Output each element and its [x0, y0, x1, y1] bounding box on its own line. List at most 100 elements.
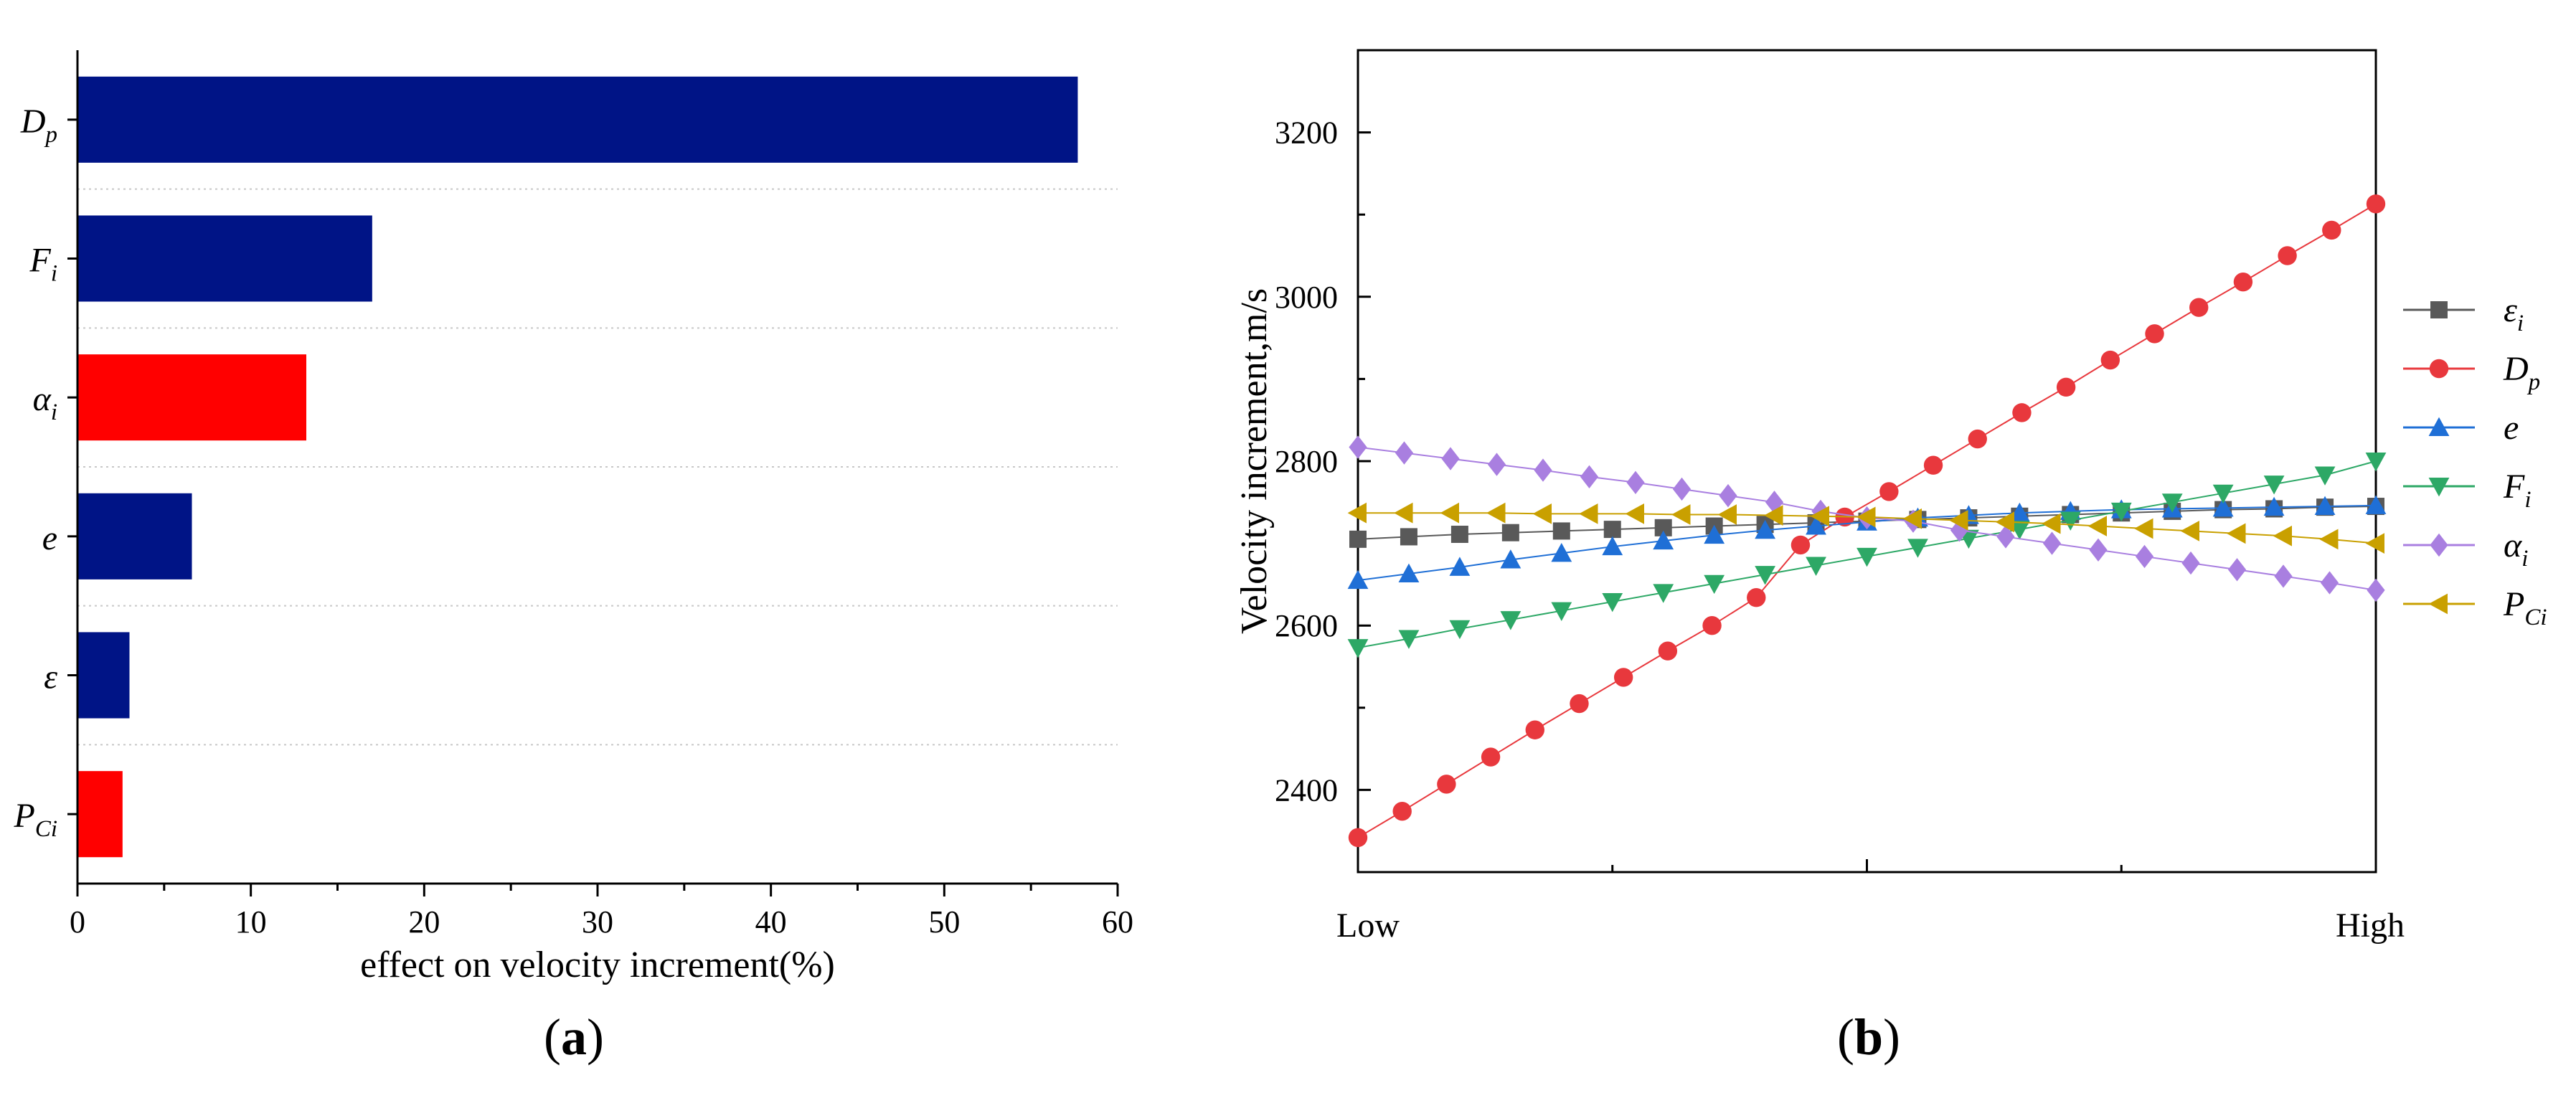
series [1348, 194, 2386, 848]
legend-marker [2429, 359, 2449, 379]
bar [77, 76, 1078, 163]
data-point [2180, 521, 2199, 541]
data-point [2145, 324, 2164, 344]
data-point [1902, 508, 1922, 529]
x-tick-label: 0 [70, 904, 85, 940]
y-tick-label: 3200 [1275, 115, 1338, 151]
data-point [1791, 535, 1811, 555]
bar [77, 493, 192, 579]
series [1347, 453, 2387, 658]
legend-label: Fi [2503, 468, 2532, 513]
data-point [1923, 455, 1943, 475]
data-point [1806, 557, 1826, 576]
data-point [1501, 524, 1519, 541]
data-point [2089, 538, 2108, 562]
data-point [1747, 588, 1766, 607]
data-point [1347, 639, 1369, 658]
data-point [1500, 611, 1521, 630]
data-point [2100, 350, 2120, 370]
data-point [1879, 482, 1899, 501]
data-point [1500, 549, 1521, 569]
y-tick-label: 3000 [1275, 280, 1338, 315]
data-point [1551, 542, 1572, 562]
x-tick-label-high: High [2336, 907, 2405, 945]
legend-label: Dp [2503, 350, 2540, 395]
data-point [1755, 519, 1775, 539]
data-point [2233, 272, 2253, 292]
data-point [2263, 496, 2285, 516]
x-tick-label-low: Low [1336, 907, 1400, 945]
legend-label: e [2504, 409, 2519, 447]
panel-label-b: (b) [1837, 1008, 1900, 1066]
data-point [1671, 504, 1691, 525]
x-tick-label: 40 [755, 904, 787, 940]
data-point [2181, 551, 2200, 575]
data-point [1398, 563, 1420, 583]
data-point [1625, 503, 1644, 524]
data-point [2278, 246, 2297, 265]
legend-marker [2428, 593, 2448, 615]
data-point [1765, 491, 1784, 514]
data-point [2263, 475, 2285, 495]
data-point [2042, 531, 2062, 555]
data-point [1486, 502, 1506, 524]
data-point [1395, 441, 1414, 465]
data-point [2273, 525, 2292, 546]
data-point [1672, 477, 1692, 501]
legend-marker [2430, 533, 2448, 557]
data-point [2060, 511, 2081, 531]
x-tick-label: 50 [928, 904, 960, 940]
bar [77, 354, 306, 441]
category-label: Fi [29, 242, 58, 287]
y-tick-label: 2400 [1275, 772, 1338, 808]
data-point [2319, 529, 2339, 550]
data-point [1348, 828, 1368, 848]
category-label: e [42, 519, 57, 557]
data-point [1702, 616, 1722, 635]
data-point [1449, 620, 1471, 640]
data-point [1602, 592, 1623, 612]
legend-marker [2428, 417, 2450, 436]
data-point [1717, 504, 1737, 525]
data-point [1626, 470, 1645, 494]
data-point [1949, 510, 1968, 531]
data-point [1602, 536, 1623, 556]
legend-label: PCi [2503, 585, 2547, 630]
legend-label: αi [2504, 526, 2528, 572]
data-point [1525, 720, 1544, 739]
data-point [2365, 453, 2387, 472]
bar [77, 632, 130, 719]
data-point [1995, 511, 2014, 533]
data-point [2134, 518, 2153, 539]
data-point [2227, 558, 2247, 582]
data-point [2365, 495, 2387, 514]
data-point [2314, 466, 2336, 486]
data-point [1719, 483, 1737, 508]
bar [77, 215, 372, 302]
data-point [1398, 630, 1420, 649]
data-point [1487, 453, 1506, 476]
data-point [2009, 502, 2030, 522]
data-point [2274, 564, 2293, 588]
data-point [1347, 569, 1369, 590]
x-tick-label: 20 [408, 904, 440, 940]
data-point [2110, 502, 2132, 522]
category-label: PCi [13, 797, 57, 842]
data-point [2042, 513, 2061, 534]
data-point [1968, 429, 1987, 449]
y-tick-label: 2600 [1275, 608, 1338, 643]
data-point [1552, 522, 1570, 540]
category-label: Dp [20, 103, 57, 148]
data-point [1400, 528, 1417, 546]
data-point [1394, 502, 1413, 524]
data-point [1856, 547, 1877, 567]
data-point [2320, 571, 2339, 595]
x-axis-title: effect on velocity increment(%) [360, 945, 835, 985]
data-point [1806, 516, 1826, 535]
data-point [1349, 435, 1367, 459]
panel-label-a: (a) [544, 1008, 604, 1066]
data-point [1704, 524, 1725, 544]
data-point [2322, 220, 2341, 240]
legend-marker [2430, 301, 2448, 318]
